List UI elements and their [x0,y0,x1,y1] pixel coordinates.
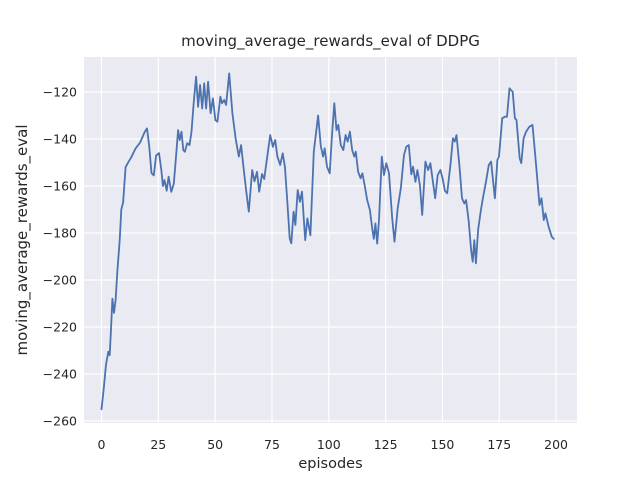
x-tick-label: 100 [317,437,341,452]
x-tick-labels: 0 25 50 75 100 125 150 175 200 [98,437,569,452]
y-tick-label: −260 [43,414,77,429]
y-tick-label: −220 [43,320,77,335]
y-tick-labels: −260 −240 −220 −200 −180 −160 −140 −120 [43,85,77,429]
x-tick-label: 175 [487,437,511,452]
x-tick-label: 75 [264,437,280,452]
data-series-group [100,72,555,411]
x-axis-label: episodes [298,456,362,472]
reward-line [100,72,555,411]
x-tick-label: 125 [374,437,398,452]
x-tick-label: 50 [207,437,223,452]
x-tick-label: 0 [98,437,106,452]
y-tick-label: −120 [43,85,77,100]
x-tick-label: 200 [544,437,568,452]
x-tick-label: 150 [431,437,455,452]
chart-title: moving_average_rewards_eval of DDPG [181,32,480,51]
plot-area [84,57,577,423]
y-tick-label: −240 [43,367,77,382]
y-tick-label: −200 [43,273,77,288]
y-tick-label: −160 [43,179,77,194]
x-tick-label: 25 [150,437,166,452]
y-tick-label: −140 [43,132,77,147]
y-axis-label: moving_average_rewards_eval [13,125,32,356]
y-tick-label: −180 [43,226,77,241]
